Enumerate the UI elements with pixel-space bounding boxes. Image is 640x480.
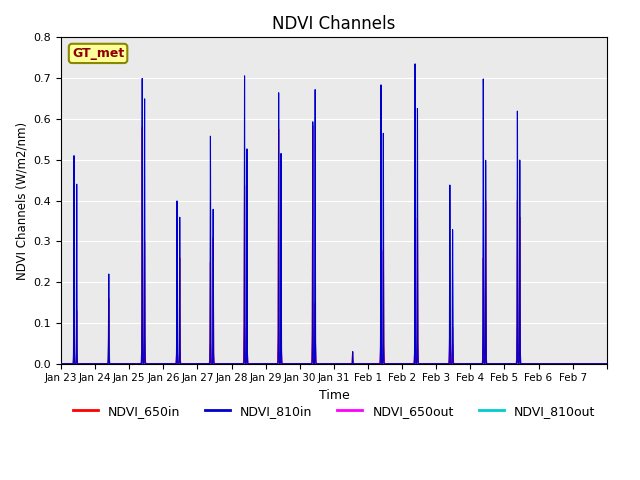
Title: NDVI Channels: NDVI Channels — [272, 15, 396, 33]
Text: GT_met: GT_met — [72, 47, 124, 60]
X-axis label: Time: Time — [319, 389, 349, 402]
Legend: NDVI_650in, NDVI_810in, NDVI_650out, NDVI_810out: NDVI_650in, NDVI_810in, NDVI_650out, NDV… — [68, 400, 600, 423]
Y-axis label: NDVI Channels (W/m2/nm): NDVI Channels (W/m2/nm) — [15, 121, 28, 279]
